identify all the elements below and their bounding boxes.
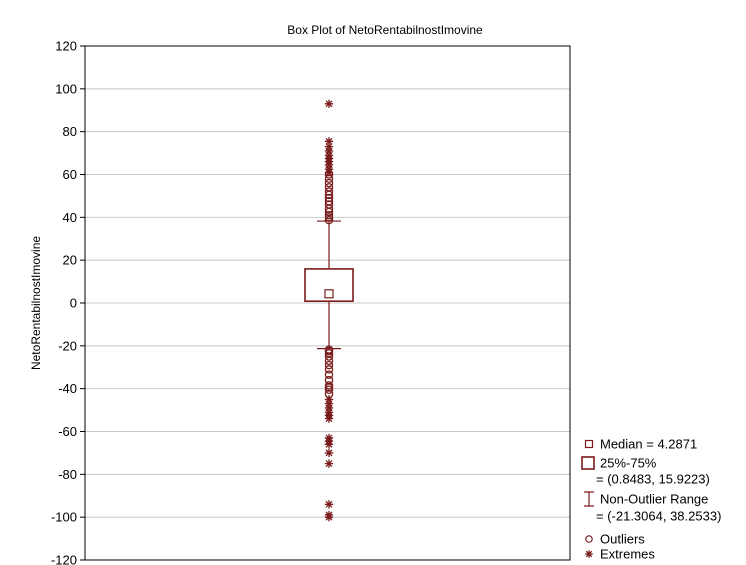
legend-item: Median = 4.2871: [584, 437, 697, 452]
y-axis: -120 -100 -80 -60 -40 -20 0 20 40 60 80 100 120: [51, 39, 85, 565]
y-tick-label: 80: [63, 124, 77, 139]
extreme-point: [324, 160, 334, 170]
extreme-point: [324, 448, 334, 458]
extreme-point: [324, 512, 334, 522]
y-tick-label: 40: [63, 210, 77, 225]
y-tick-label: 100: [55, 81, 77, 96]
y-tick-label: -100: [51, 510, 77, 525]
legend-item: Non-Outlier Range: [584, 491, 708, 507]
legend-whisker-symbol: [584, 491, 594, 507]
outlier-point: [324, 197, 334, 206]
extreme-point: [324, 440, 334, 449]
y-tick-label: -20: [58, 338, 77, 353]
legend-label: = (0.8483, 15.9223): [596, 472, 710, 487]
outlier-point: [324, 385, 334, 394]
y-tick-label: 20: [63, 253, 77, 268]
box-plot: [304, 220, 354, 350]
legend-item: Outliers: [585, 532, 645, 547]
outlier-point: [324, 183, 334, 192]
y-tick-label: -80: [58, 467, 77, 482]
outlier-point: [324, 193, 334, 203]
legend-box-symbol: [581, 456, 595, 470]
outlier-point: [324, 352, 334, 361]
outlier-point: [324, 365, 334, 374]
extreme-point: [324, 414, 334, 423]
extreme-point: [324, 399, 334, 408]
legend-label: = (-21.3064, 38.2533): [596, 509, 721, 524]
iqr-box: [304, 268, 354, 302]
legend-label: Median = 4.2871: [600, 437, 697, 452]
legend-item: = (0.8483, 15.9223): [596, 472, 710, 487]
legend: Median = 4.2871 25%-75%= (0.8483, 15.9223…: [581, 437, 721, 562]
y-axis-label: NetoRentabilnostImovine: [29, 236, 43, 370]
extreme-point: [324, 142, 334, 151]
data-points: [324, 99, 334, 522]
legend-item: 25%-75%: [581, 456, 657, 471]
y-tick-label: -120: [51, 553, 77, 565]
extreme-point: [324, 168, 334, 177]
y-tick-label: 120: [55, 39, 77, 54]
outlier-point: [324, 200, 334, 209]
legend-item: = (-21.3064, 38.2533): [596, 509, 721, 524]
y-tick-label: 0: [70, 296, 77, 311]
outlier-point: [324, 178, 334, 188]
legend-extreme-symbol: [585, 550, 593, 558]
legend-label: Extremes: [600, 547, 655, 562]
legend-item: Extremes: [585, 547, 655, 562]
y-tick-label: -40: [58, 381, 77, 396]
outlier-point: [324, 370, 334, 379]
legend-label: 25%-75%: [600, 456, 657, 471]
outlier-point: [324, 356, 334, 366]
legend-median-symbol: [584, 439, 594, 449]
chart-title: Box Plot of NetoRentabilnostImovine: [287, 23, 483, 37]
y-tick-label: -60: [58, 424, 77, 439]
outlier-point: [324, 360, 334, 370]
y-tick-label: 60: [63, 167, 77, 182]
legend-label: Non-Outlier Range: [600, 492, 708, 507]
extreme-point: [324, 146, 334, 156]
outlier-point: [324, 210, 334, 220]
outlier-point: [324, 215, 334, 225]
extreme-point: [324, 99, 334, 109]
extreme-point: [324, 395, 334, 404]
extreme-point: [324, 459, 334, 468]
median-marker: [324, 289, 334, 299]
extreme-point: [324, 403, 334, 413]
extreme-point: [324, 500, 334, 509]
outlier-point: [324, 187, 334, 196]
extreme-point: [324, 137, 334, 146]
legend-outlier-symbol: [585, 535, 593, 543]
legend-label: Outliers: [600, 532, 645, 547]
